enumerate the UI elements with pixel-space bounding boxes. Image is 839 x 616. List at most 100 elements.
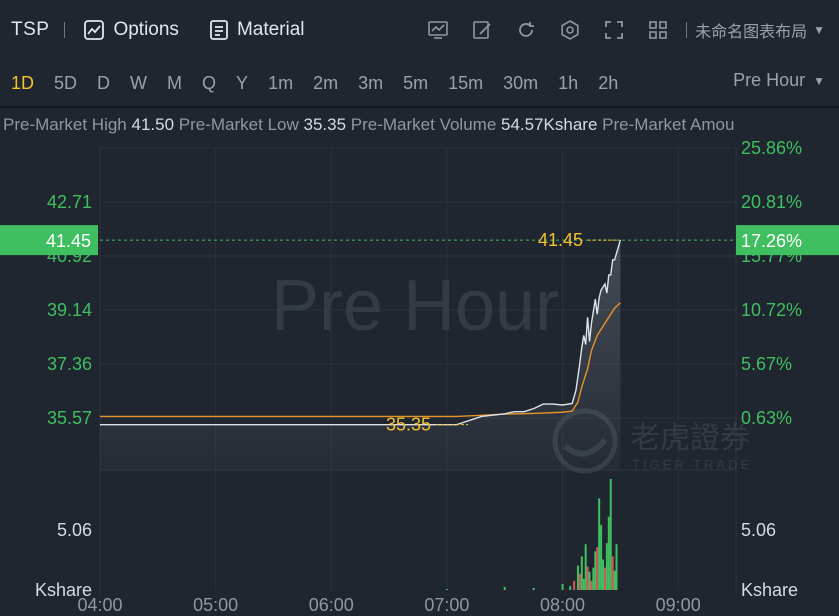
period-Q[interactable]: Q [202,72,217,93]
session-mode-select[interactable]: Pre Hour ▼ [733,70,825,91]
max-price-label: 41.45 [538,230,583,250]
x-tick-label: 09:00 [656,595,701,615]
price-tick-label: 40.92 [47,246,92,266]
volume-bar [602,559,605,590]
volume-tick-label-left: 5.06 [57,520,92,540]
settings-icon[interactable] [558,18,582,42]
options-chart-icon [84,20,105,40]
brand-en-watermark: TIGER TRADE [632,457,752,472]
volume-bar [590,580,593,590]
toolbar-divider [686,22,688,38]
min-price-label: 35.35 [386,415,431,435]
pre-hour-watermark: Pre Hour [271,266,559,346]
toolbar-divider [64,22,66,38]
options-button[interactable]: Options [83,19,179,41]
price-tick-label: 39.14 [47,300,92,320]
symbol-label[interactable]: TSP [11,19,50,40]
volume-unit-left: Kshare [35,580,92,600]
volume-bar [613,570,616,590]
chart-tools: 未命名图表布局 ▼ [416,0,839,60]
period-30m[interactable]: 30m [503,72,539,93]
volume-bar [561,583,564,590]
premarket-amount-label: Pre-Market Amou [602,115,735,134]
x-tick-label: 07:00 [424,595,469,615]
period-M[interactable]: M [167,72,183,93]
price-area-fill [100,240,621,470]
percent-tick-label: 25.86% [741,138,802,158]
volume-bar [609,479,612,590]
percent-tick-label: 10.72% [741,300,802,320]
options-label: Options [113,19,179,40]
volume-bar [611,556,614,590]
volume-bar [576,565,579,590]
x-tick-label: 08:00 [540,595,585,615]
volume-bar [503,586,506,590]
volume-bar [598,498,601,590]
brand-cn-watermark: 老虎證券 [630,421,750,456]
volume-bar [603,567,606,590]
current-percent-badge-right [736,225,839,256]
premarket-low-value: 35.35 [303,115,347,134]
session-mode-label: Pre Hour [733,70,806,90]
x-tick-label: 04:00 [77,595,122,615]
premarket-info-line: Pre-Market High 41.50 Pre-Market Low 35.… [3,115,734,135]
period-1h[interactable]: 1h [558,72,579,93]
caret-down-icon: ▼ [813,23,825,37]
period-Y[interactable]: Y [236,72,249,93]
volume-bar [445,588,448,590]
premarket-low-label: Pre-Market Low [178,115,299,134]
price-line [100,239,622,426]
layout-select[interactable]: 未命名图表布局 ▼ [695,18,825,42]
chart-axes: 04:00 05:00 06:00 07:00 08:00 09:00 42.71 40.92… [35,138,802,615]
volume-bar [584,544,587,590]
toolbar-separator [0,106,839,108]
current-percent-value: 17.26% [741,231,802,251]
document-icon [210,20,228,40]
period-W[interactable]: W [130,72,148,93]
volume-unit-right: Kshare [741,580,798,600]
volume-tick-label-right: 5.06 [741,520,776,540]
period-2h[interactable]: 2h [598,72,619,93]
volume-bar [580,556,583,590]
volume-bar [605,543,608,590]
period-2m[interactable]: 2m [313,72,339,93]
chart-grid [99,147,737,594]
caret-down-icon: ▼ [813,73,825,88]
volume-bar [594,551,597,590]
grid-layout-icon[interactable] [646,18,670,42]
x-tick-label: 05:00 [193,595,238,615]
period-1m[interactable]: 1m [268,72,294,93]
volume-bar [569,585,572,590]
current-price-badge-left [0,225,98,256]
volume-bar [592,567,595,590]
percent-tick-label: 20.81% [741,192,802,212]
percent-tick-label: 0.63% [741,408,792,428]
period-5D[interactable]: 5D [54,72,78,93]
draw-icon[interactable] [470,18,494,42]
period-list: 1D 5D D W M Q Y 1m 2m 3m 5m 15m 30m 1h 2h [0,73,638,94]
volume-plot [445,479,618,590]
period-1D[interactable]: 1D [11,72,35,93]
price-plot: 41.45 17.26% 41.45 35.35 [0,225,839,470]
volume-bar [586,566,589,590]
price-tick-label: 42.71 [47,192,92,212]
layout-label: 未命名图表布局 [695,24,808,41]
volume-bar [600,524,603,590]
period-3m[interactable]: 3m [358,72,384,93]
top-toolbar: TSP Options Material [0,0,839,60]
material-button[interactable]: Material [209,19,305,41]
volume-bar [573,580,576,590]
period-5m[interactable]: 5m [403,72,429,93]
period-D[interactable]: D [97,72,111,93]
fullscreen-icon[interactable] [602,18,626,42]
volume-bar [588,571,591,590]
volume-bar [596,547,599,590]
price-tick-label: 37.36 [47,354,92,374]
premarket-high-label: Pre-Market High [3,115,127,134]
volume-bar [578,573,581,590]
period-15m[interactable]: 15m [448,72,484,93]
volume-bar [532,587,535,590]
chart-type-icon[interactable] [426,18,450,42]
refresh-icon[interactable] [514,18,538,42]
